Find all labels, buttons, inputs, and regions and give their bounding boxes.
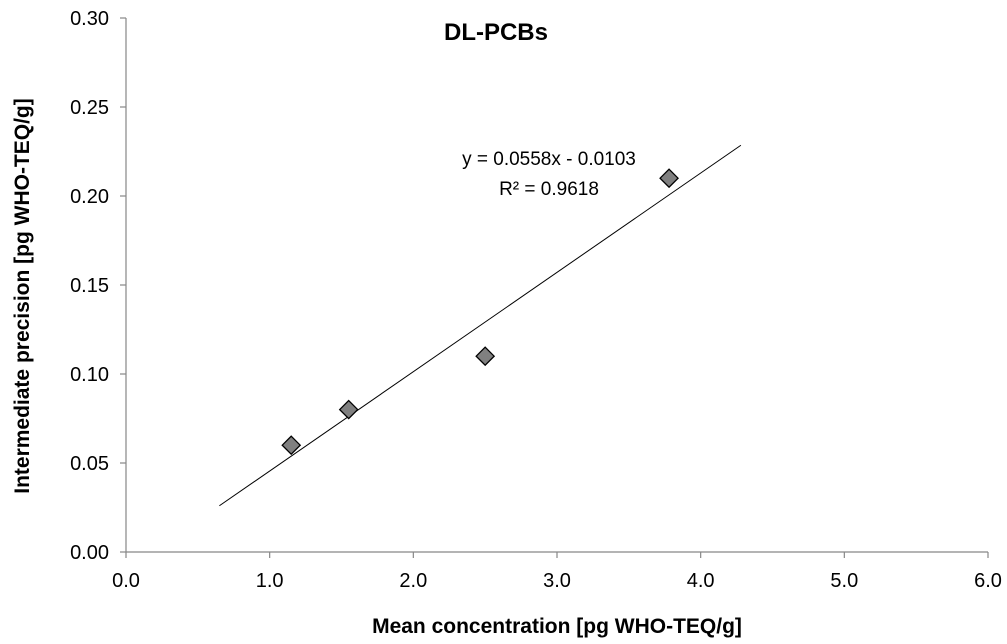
chart-title: DL-PCBs xyxy=(444,19,548,46)
x-axis-title: Mean concentration [pg WHO-TEQ/g] xyxy=(372,615,742,638)
y-axis-title: Intermediate precision [pg WHO-TEQ/g] xyxy=(11,98,34,494)
x-tick-label: 5.0 xyxy=(830,570,858,592)
y-tick-label: 0.25 xyxy=(70,97,109,119)
y-tick-label: 0.30 xyxy=(70,8,109,30)
linear-trendline xyxy=(219,144,742,507)
data-point xyxy=(281,435,302,456)
x-tick-label: 0.0 xyxy=(112,570,140,592)
data-point xyxy=(659,168,679,189)
data-point xyxy=(338,399,359,420)
y-tick-label: 0.05 xyxy=(70,453,109,475)
x-tick-label: 1.0 xyxy=(256,570,284,592)
x-tick-label: 2.0 xyxy=(399,570,427,592)
y-tick-label: 0.00 xyxy=(70,542,109,564)
trendline-r-squared: R² = 0.9618 xyxy=(499,179,599,200)
x-tick-label: 3.0 xyxy=(543,570,571,592)
trendline-group xyxy=(219,144,742,507)
y-tick-label: 0.10 xyxy=(70,364,109,386)
data-point xyxy=(475,346,496,367)
y-axis-ticks: 0.00 0.05 0.10 0.15 0.20 0.25 0.30 xyxy=(70,8,126,564)
x-tick-label: 6.0 xyxy=(974,570,1002,592)
y-tick-label: 0.15 xyxy=(70,275,109,297)
data-points xyxy=(281,168,679,456)
x-tick-label: 4.0 xyxy=(687,570,715,592)
x-axis-ticks: 0.0 1.0 2.0 3.0 4.0 5.0 6.0 xyxy=(112,552,1002,592)
trendline-equation: y = 0.0558x - 0.0103 xyxy=(462,149,636,170)
y-tick-label: 0.20 xyxy=(70,186,109,208)
axes xyxy=(125,18,988,553)
